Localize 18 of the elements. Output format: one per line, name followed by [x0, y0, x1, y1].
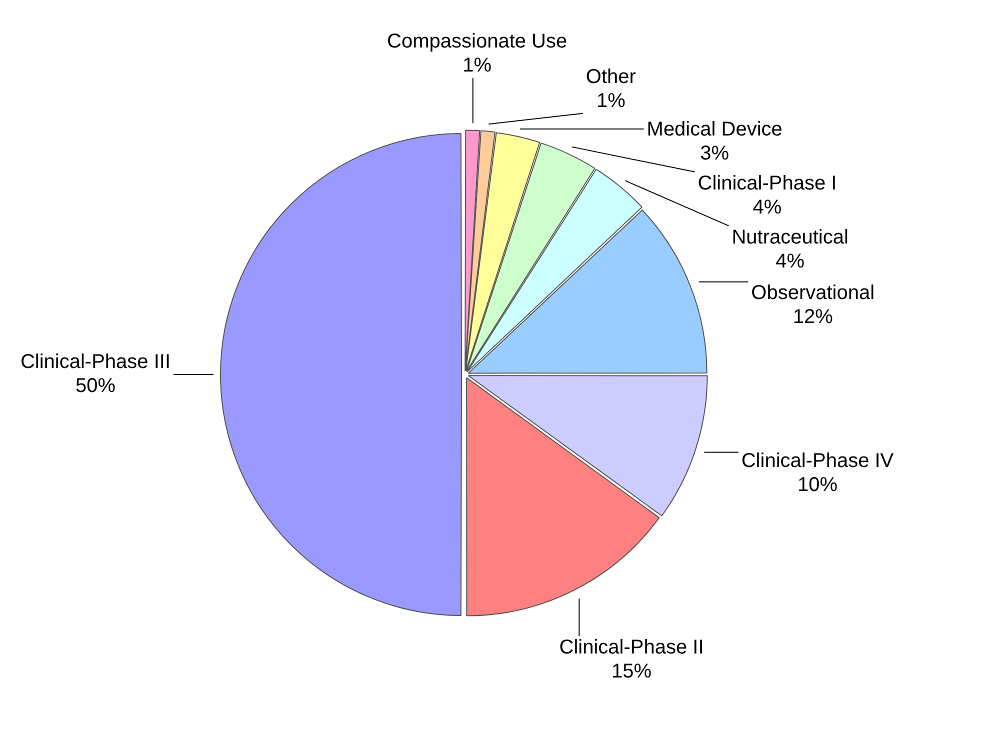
slice-label: Nutraceutical [732, 226, 848, 248]
slice-label: Clinical-Phase I [698, 172, 837, 194]
data-label: 4% [752, 196, 782, 218]
slice-label: Compassionate Use [387, 30, 568, 53]
slice-label: Other [586, 66, 636, 88]
data-label: 10% [797, 474, 838, 496]
data-label: 3% [700, 142, 730, 165]
data-label: 1% [596, 90, 626, 112]
data-label: 12% [792, 306, 834, 328]
slice-label: Medical Device [646, 118, 782, 141]
data-label: 1% [462, 54, 492, 77]
slice-label: Clinical-Phase III [20, 351, 170, 374]
data-label: 4% [776, 250, 805, 272]
slice-label: Clinical-Phase II [559, 636, 704, 659]
slice-label: Observational [751, 282, 875, 304]
slice-label: Clinical-Phase IV [741, 450, 894, 472]
data-label: 50% [75, 375, 116, 398]
data-label: 15% [611, 660, 652, 683]
